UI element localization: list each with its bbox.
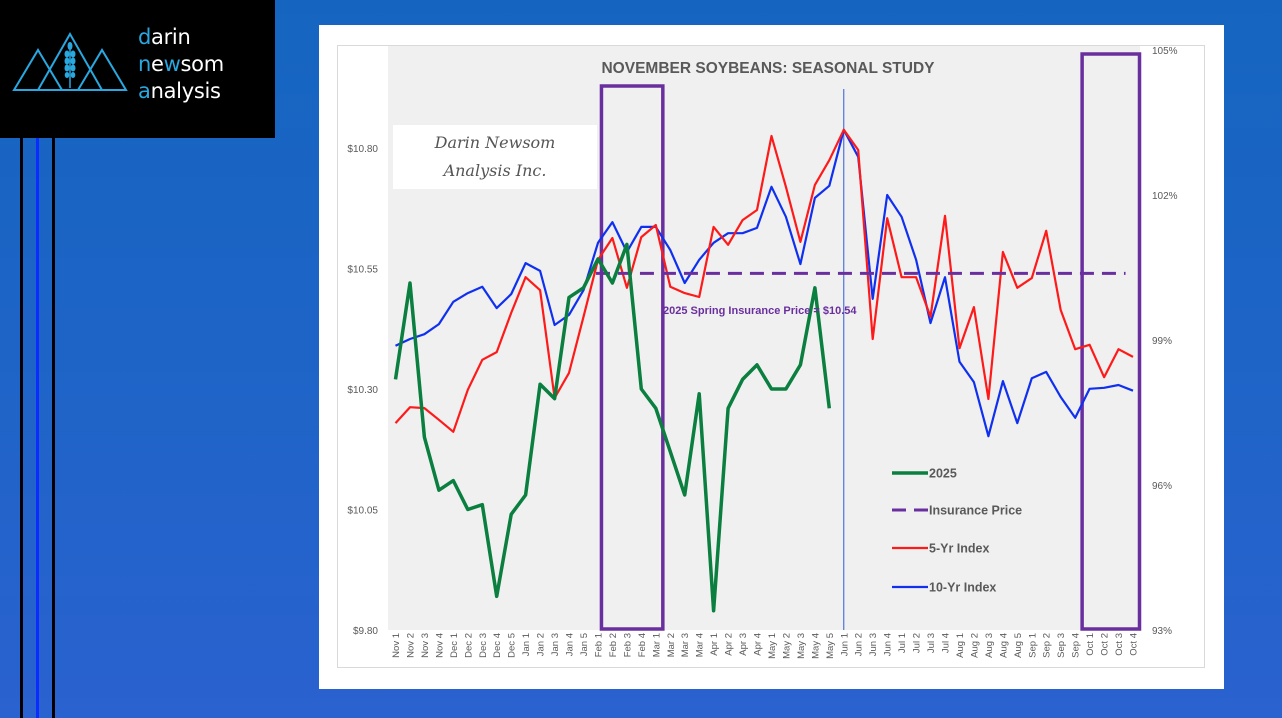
x-tick-label: Feb 1	[593, 633, 604, 657]
x-tick-label: Mar 2	[666, 633, 677, 657]
x-tick-label: Oct 2	[1100, 633, 1111, 656]
x-tick-label: Sep 4	[1071, 633, 1082, 658]
x-tick-label: Oct 4	[1129, 633, 1140, 656]
x-tick-label: Feb 2	[608, 633, 619, 657]
watermark-line-2: Analysis Inc.	[443, 161, 547, 180]
logo-line-3: analysis	[138, 78, 224, 105]
y-right-tick-label: 93%	[1152, 626, 1172, 637]
x-tick-label: Jul 1	[897, 633, 908, 653]
decorative-stripe	[20, 138, 23, 718]
y-right-tick-label: 99%	[1152, 336, 1172, 347]
x-tick-label: Oct 1	[1085, 633, 1096, 656]
series-5yr-index-line	[394, 128, 1134, 433]
logo-wordmark: darin newsom analysis	[138, 24, 224, 105]
decorative-stripe	[52, 138, 55, 718]
x-tick-label: Aug 5	[1013, 633, 1024, 658]
x-tick-label: Dec 4	[492, 633, 503, 658]
insurance-annotation: 2025 Spring Insurance Price = $10.54	[663, 305, 857, 317]
legend-2025-label: 2025	[929, 467, 957, 481]
logo-line-2: newsom	[138, 51, 224, 78]
x-tick-label: Nov 4	[434, 633, 445, 658]
y-right-tick-label: 96%	[1152, 481, 1172, 492]
x-tick-label: Apr 3	[738, 633, 749, 656]
x-tick-label: Jul 2	[912, 633, 923, 653]
x-tick-label: Jun 3	[868, 633, 879, 656]
watermark-line-1: Darin Newsom	[434, 133, 556, 152]
x-tick-label: Jan 4	[565, 633, 576, 656]
legend: 2025 Insurance Price 5-Yr Index 10-Yr Index	[892, 467, 1022, 595]
x-tick-label: Sep 3	[1056, 633, 1067, 658]
x-tick-label: May 5	[825, 633, 836, 659]
series-2025-line	[393, 242, 832, 613]
x-tick-label: Aug 4	[998, 633, 1009, 658]
x-tick-label: Jan 5	[579, 633, 590, 656]
decorative-stripe	[36, 138, 39, 718]
legend-5yr-index-label: 5-Yr Index	[929, 542, 989, 556]
x-tick-label: Aug 2	[969, 633, 980, 658]
x-tick-label: Aug 1	[955, 633, 966, 658]
y-left-tick-label: $9.80	[353, 626, 378, 637]
x-tick-label: Mar 3	[680, 633, 691, 657]
x-tick-label: Apr 4	[753, 633, 764, 656]
x-tick-label: Jan 3	[550, 633, 561, 656]
logo-text-part: e	[151, 52, 164, 76]
x-tick-label: Apr 2	[724, 633, 735, 656]
x-tick-label: Nov 2	[405, 633, 416, 658]
x-tick-label: Feb 3	[622, 633, 633, 657]
x-tick-label: Jan 1	[521, 633, 532, 656]
mountain-wheat-icon	[12, 31, 128, 91]
logo-letter: a	[138, 79, 151, 103]
y-right-tick-label: 105%	[1152, 46, 1178, 57]
x-tick-label: Mar 1	[651, 633, 662, 657]
logo-text-part: arin	[151, 25, 191, 49]
x-tick-label: Dec 5	[507, 633, 518, 658]
x-tick-label: Sep 1	[1027, 633, 1038, 658]
logo-letter: n	[138, 52, 152, 76]
x-tick-label: May 1	[767, 633, 778, 659]
x-tick-label: Nov 1	[391, 633, 402, 658]
x-tick-label: Jun 1	[839, 633, 850, 656]
logo-text-part: som	[180, 52, 225, 76]
series-10yr-index-line	[395, 128, 1134, 438]
logo-text-part: nalysis	[150, 79, 221, 103]
y-right-tick-label: 102%	[1152, 191, 1178, 202]
x-tick-label: May 2	[781, 633, 792, 659]
x-tick-label: Apr 1	[709, 633, 720, 656]
legend-insurance-price-label: Insurance Price	[929, 504, 1022, 518]
x-tick-label: Sep 2	[1042, 633, 1053, 658]
y-left-tick-label: $10.05	[347, 506, 378, 517]
x-tick-label: May 3	[796, 633, 807, 659]
x-tick-label: Jun 2	[854, 633, 865, 656]
x-tick-label: Nov 3	[420, 633, 431, 658]
x-tick-label: Dec 1	[449, 633, 460, 658]
x-tick-label: Jul 4	[941, 633, 952, 653]
logo-letter: d	[138, 25, 152, 49]
x-tick-label: Feb 4	[637, 633, 648, 657]
x-tick-label: Oct 3	[1114, 633, 1125, 656]
x-tick-label: Jul 3	[926, 633, 937, 653]
y-left-tick-label: $10.55	[347, 265, 378, 276]
chart-frame	[337, 45, 1205, 668]
highlight-box-feb	[599, 84, 665, 631]
x-tick-label: Mar 4	[695, 633, 706, 657]
x-tick-label: Jan 2	[536, 633, 547, 656]
x-tick-label: Dec 2	[463, 633, 474, 658]
x-tick-label: May 4	[810, 633, 821, 659]
y-left-tick-label: $10.30	[347, 385, 378, 396]
logo: darin newsom analysis	[0, 0, 275, 138]
x-tick-label: Dec 3	[478, 633, 489, 658]
x-tick-label: Jun 4	[883, 633, 894, 656]
x-tick-label: Aug 3	[984, 633, 995, 658]
highlight-box-oct	[1080, 52, 1142, 631]
logo-line-1: darin	[138, 24, 224, 51]
watermark: Darin Newsom Analysis Inc.	[393, 125, 597, 189]
logo-letter: w	[163, 52, 181, 76]
chart-title: NOVEMBER SOYBEANS: SEASONAL STUDY	[601, 60, 935, 77]
legend-10yr-index-label: 10-Yr Index	[929, 581, 996, 595]
y-left-tick-label: $10.80	[347, 144, 378, 155]
